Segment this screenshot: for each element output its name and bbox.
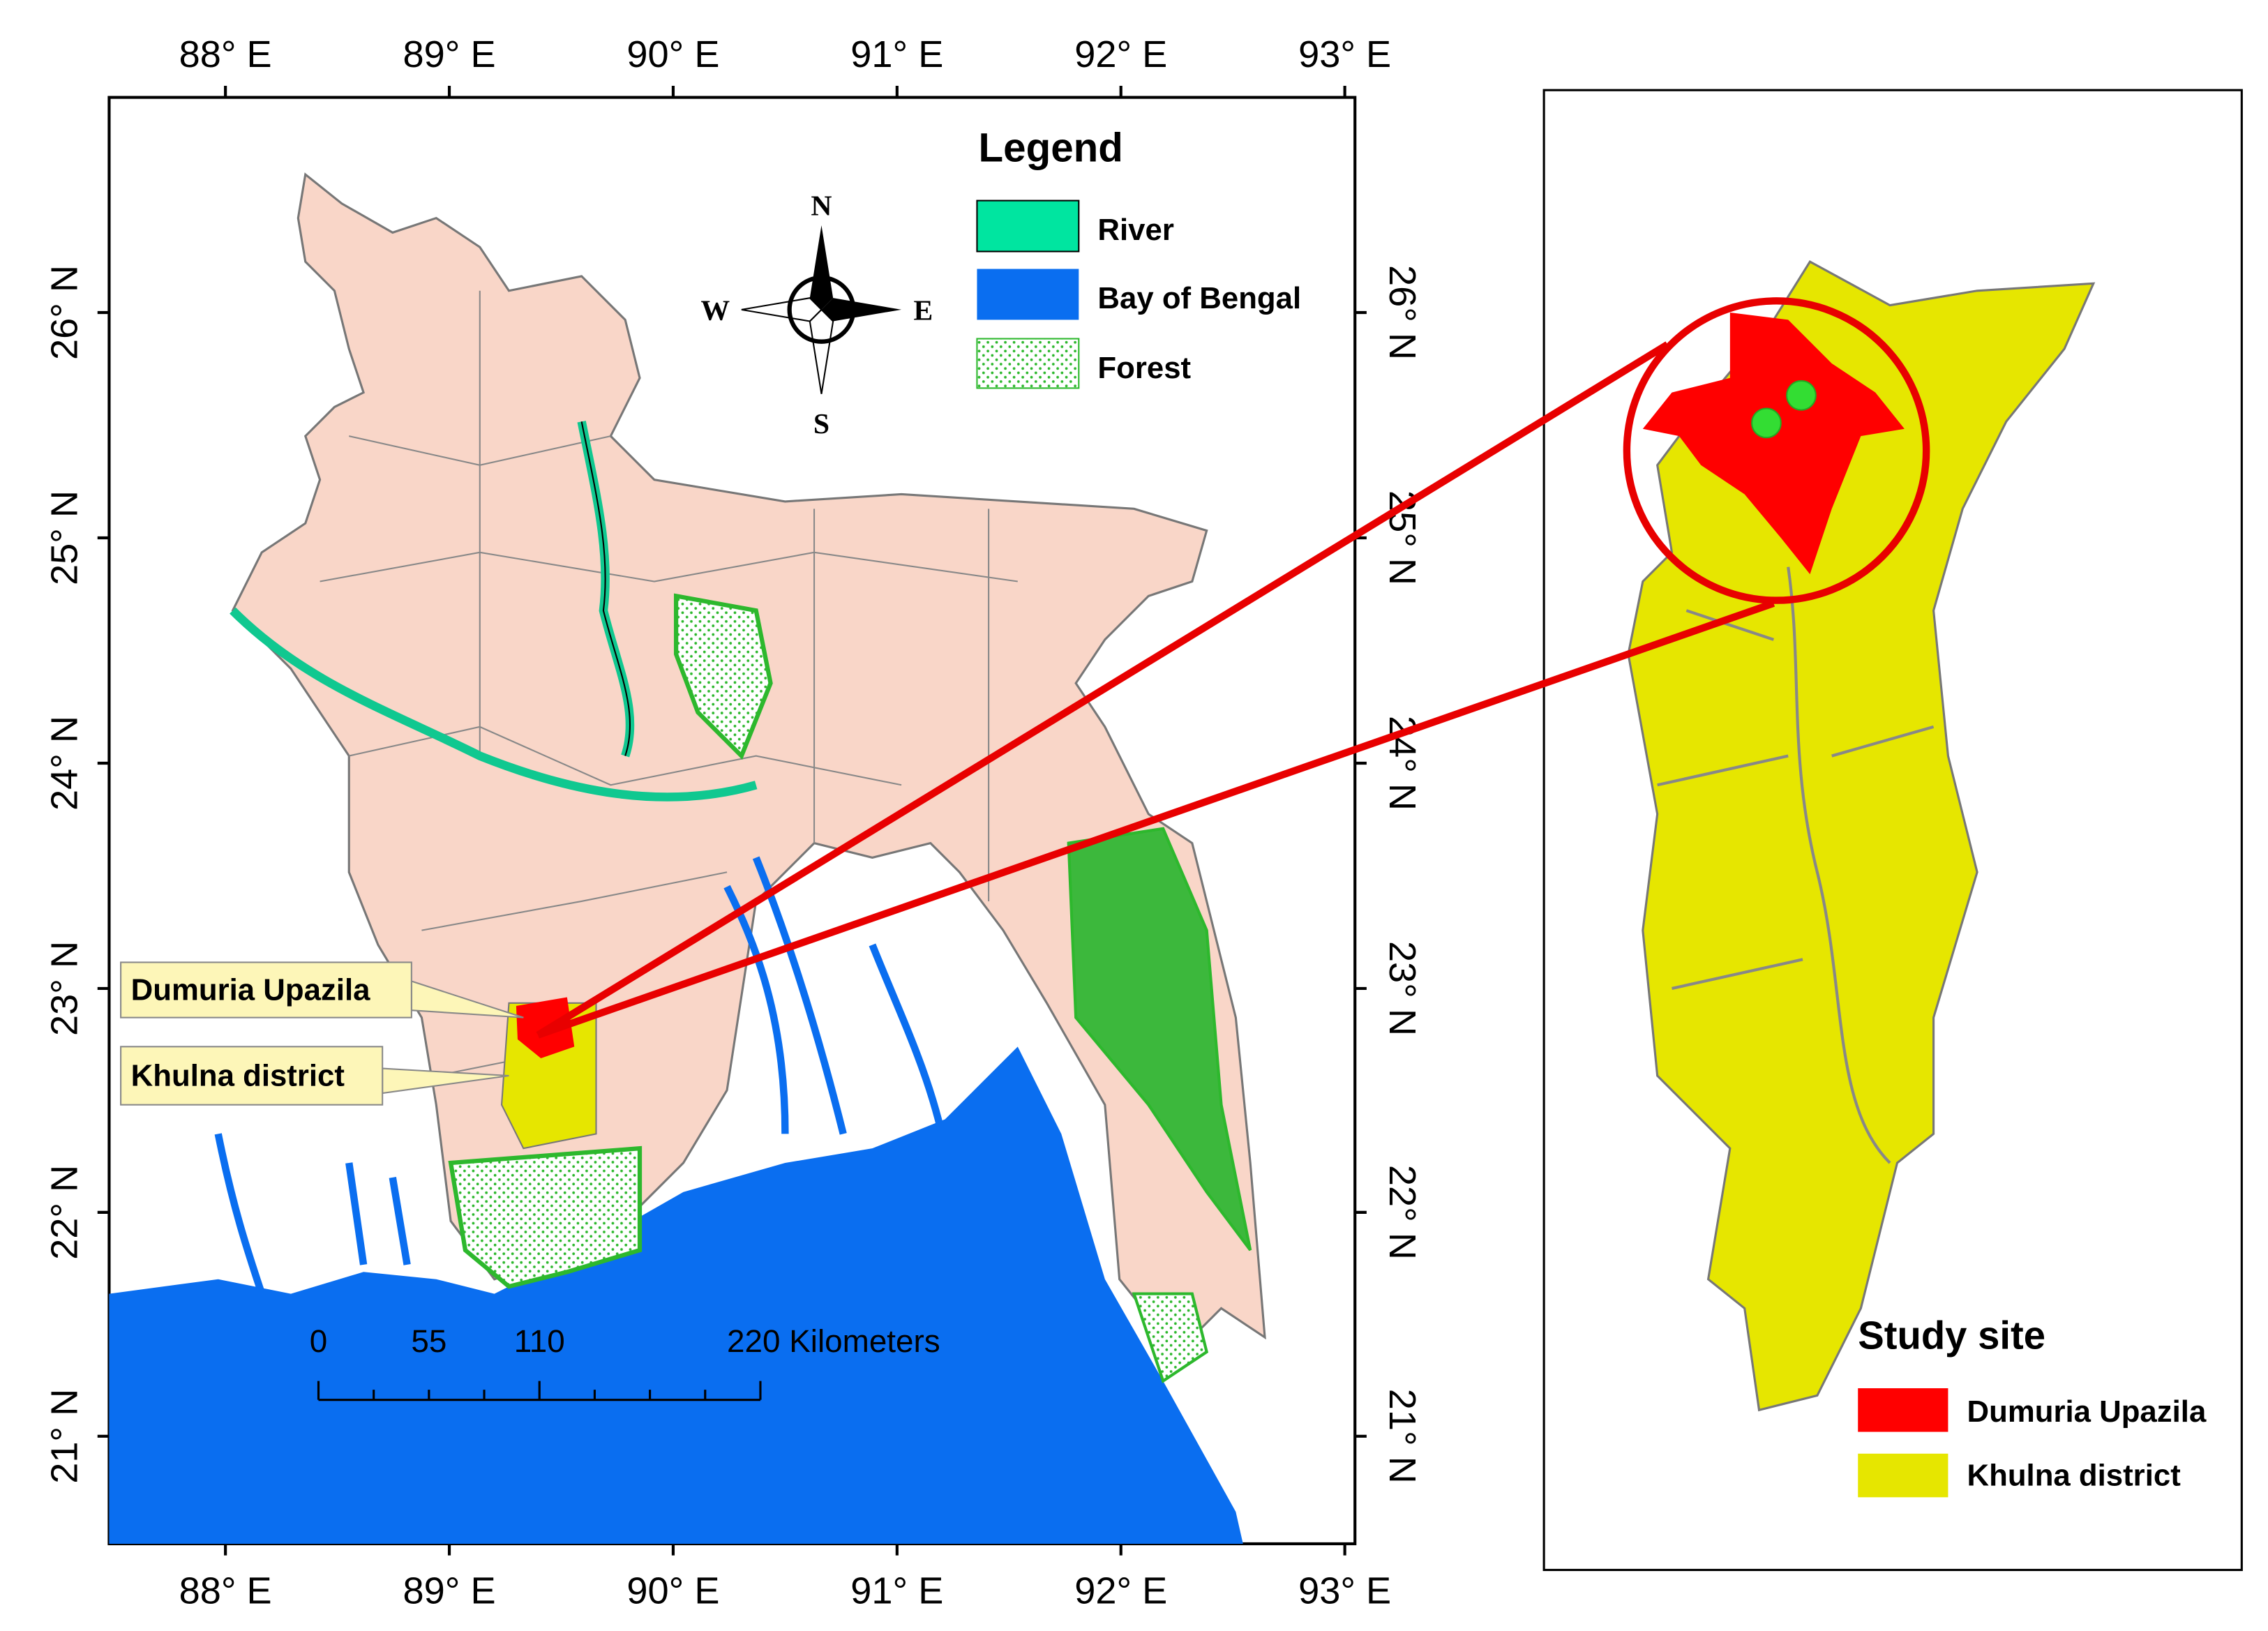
lon-label: 90° E <box>626 1570 719 1611</box>
connector-line <box>536 599 1775 1039</box>
river-outline <box>580 421 631 756</box>
lon-label: 89° E <box>403 1570 496 1611</box>
zoom-circle <box>1623 297 1930 604</box>
estuary <box>214 856 949 1295</box>
compass-north: N <box>811 190 832 222</box>
scale-label: 55 <box>411 1323 446 1359</box>
lat-label: 25° N <box>44 490 86 585</box>
lat-label: 22° N <box>44 1165 86 1260</box>
lon-label: 92° E <box>1074 1570 1167 1611</box>
lon-label: 90° E <box>626 33 719 75</box>
main-map: 88° E 89° E 90° E 91° E 92° E 93° E 88° … <box>44 33 1424 1612</box>
inset-legend-swatch <box>1858 1453 1948 1498</box>
lon-label: 88° E <box>179 1570 272 1611</box>
scale-label: 110 <box>514 1323 565 1359</box>
inset-legend-swatch <box>1858 1388 1948 1432</box>
bangladesh <box>231 172 1266 1354</box>
lon-label: 88° E <box>179 33 272 75</box>
lat-label: 23° N <box>44 941 86 1036</box>
khulna-district-inset <box>1627 260 2096 1412</box>
inset-rivers <box>1657 566 1935 1164</box>
lat-label: 21° N <box>1381 1389 1423 1484</box>
forest-sundarbans <box>448 1145 643 1289</box>
scale-line <box>317 1381 762 1401</box>
compass-west: W <box>701 294 730 326</box>
connector-line <box>536 341 1669 1039</box>
lat-label: 22° N <box>1381 1165 1423 1260</box>
lon-labels-top: 88° E 89° E 90° E 91° E 92° E 93° E <box>179 33 1392 75</box>
callout-box <box>120 961 412 1019</box>
legend-swatch-bay <box>977 269 1079 320</box>
path <box>97 85 1367 1556</box>
lon-label: 93° E <box>1298 1570 1391 1611</box>
inset-legend-title: Study site <box>1858 1314 2045 1358</box>
study-point <box>1751 407 1782 439</box>
scale-bar: 0 55 110 220 Kilometers <box>310 1323 940 1401</box>
lat-labels-left: 26° N 25° N 24° N 23° N 22° N 21° N <box>44 265 86 1484</box>
legend: Legend River Bay of Bengal Forest <box>976 125 1301 389</box>
callout-box <box>120 1046 384 1106</box>
forest-central <box>673 593 773 760</box>
study-point <box>1786 379 1817 411</box>
lon-label: 91° E <box>850 1570 943 1611</box>
compass-south: S <box>813 408 829 440</box>
callout-label: Khulna district <box>131 1059 345 1093</box>
legend-swatch-forest <box>976 338 1080 389</box>
compass: N S W E <box>701 190 933 440</box>
frame-ticks <box>97 85 1367 1556</box>
lat-label: 26° N <box>1381 265 1423 360</box>
lon-label: 92° E <box>1074 33 1167 75</box>
compass-arrow <box>809 225 834 310</box>
inset-map: Study site Dumuria Upazila Khulna distri… <box>1542 89 2243 1572</box>
lat-label: 26° N <box>44 265 86 360</box>
legend-label: Forest <box>1097 351 1191 385</box>
bay-of-bengal <box>109 1046 1243 1544</box>
scale-label: 220 Kilometers <box>727 1323 940 1359</box>
callout-label: Dumuria Upazila <box>131 973 370 1007</box>
inset-legend-label: Dumuria Upazila <box>1967 1395 2207 1429</box>
inset-legend-label: Khulna district <box>1967 1459 2181 1493</box>
compass-ring <box>787 275 856 344</box>
lon-labels-bottom: 88° E 89° E 90° E 91° E 92° E 93° E <box>179 1570 1392 1611</box>
legend-swatch-river <box>976 200 1080 253</box>
dumuria-upazila-inset <box>1642 313 1905 575</box>
zoom-connectors <box>536 341 1775 1039</box>
forest-south <box>1132 1292 1209 1383</box>
legend-label: River <box>1097 213 1173 247</box>
compass-arrow <box>821 298 902 322</box>
callouts: Dumuria Upazila Khulna district <box>120 961 524 1106</box>
lon-label: 93° E <box>1298 33 1391 75</box>
inset-legend: Study site Dumuria Upazila Khulna distri… <box>1858 1314 2207 1498</box>
lon-label: 89° E <box>403 33 496 75</box>
lat-label: 23° N <box>1381 941 1423 1036</box>
scale-label: 0 <box>310 1323 327 1359</box>
legend-label: Bay of Bengal <box>1097 281 1301 315</box>
lat-label: 24° N <box>44 716 86 811</box>
compass-east: E <box>913 294 933 326</box>
legend-title: Legend <box>979 125 1123 170</box>
lat-label: 21° N <box>44 1389 86 1484</box>
lon-label: 91° E <box>850 33 943 75</box>
forest-hills <box>1067 827 1252 1252</box>
